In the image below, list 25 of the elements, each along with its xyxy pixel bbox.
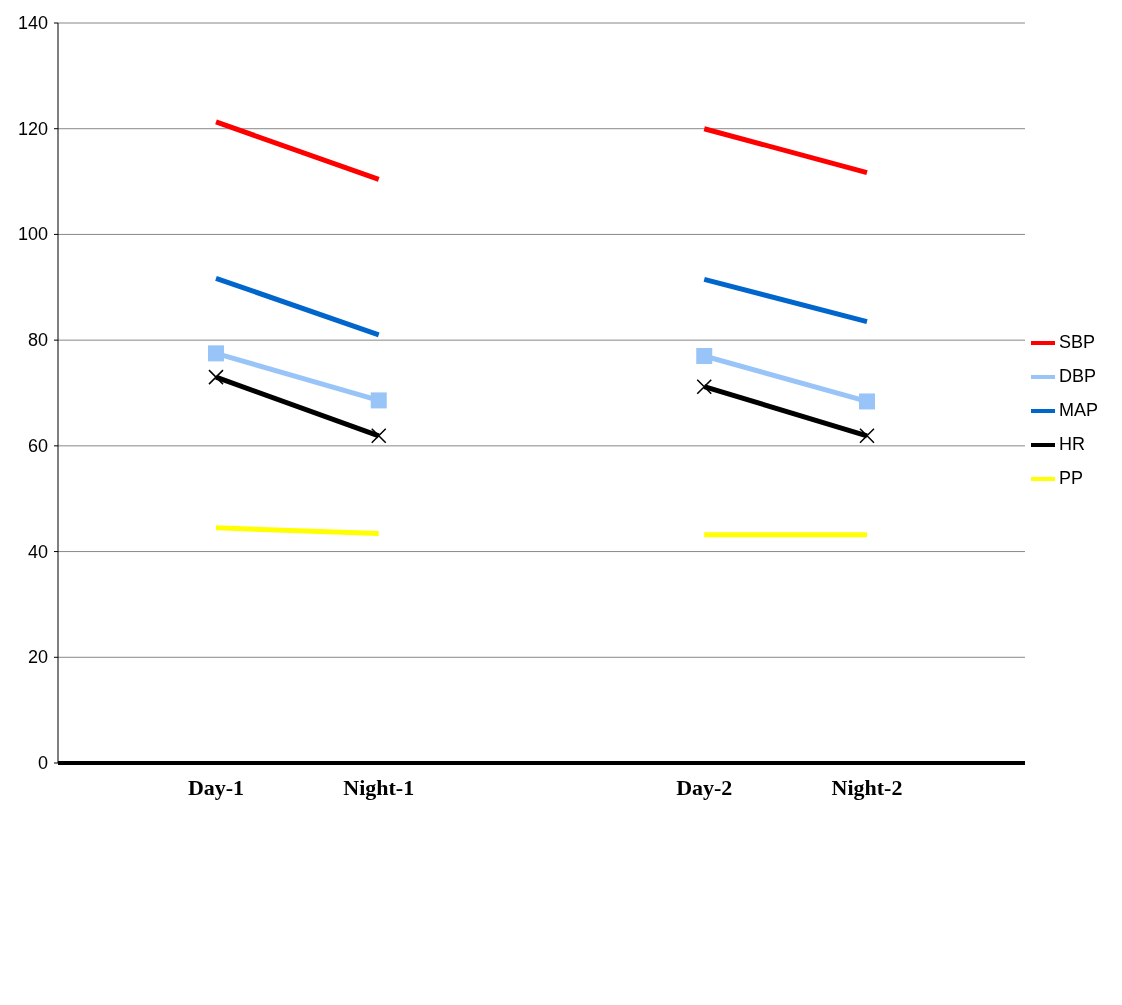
- point: [371, 428, 387, 444]
- x-tick-label: Night-2: [831, 775, 903, 800]
- legend-label: DBP: [1058, 366, 1096, 387]
- y-tick-label: 120: [17, 118, 48, 139]
- y-tick-label: 0: [37, 753, 48, 773]
- x-tick-label: Day-1: [187, 775, 245, 800]
- y-tick-label: 100: [17, 224, 48, 245]
- x-tick-label: Day-2: [676, 775, 733, 800]
- point: [696, 378, 712, 395]
- point: [696, 348, 713, 364]
- x-tick-label: Night-1: [343, 775, 415, 800]
- y-tick-label: 80: [27, 330, 48, 351]
- y-tick-label: 40: [27, 541, 48, 562]
- legend-label: MAP: [1058, 400, 1098, 421]
- point: [859, 428, 875, 444]
- y-tick-label: 20: [27, 647, 48, 668]
- point: [370, 392, 387, 409]
- y-tick-label: 60: [27, 435, 48, 456]
- legend-label: HR: [1058, 434, 1085, 455]
- point: [858, 393, 875, 410]
- point: [208, 369, 224, 385]
- legend-label: PP: [1058, 468, 1083, 489]
- point: [208, 345, 224, 362]
- y-tick-label: 140: [17, 13, 48, 33]
- legend-label: SBP: [1058, 332, 1096, 353]
